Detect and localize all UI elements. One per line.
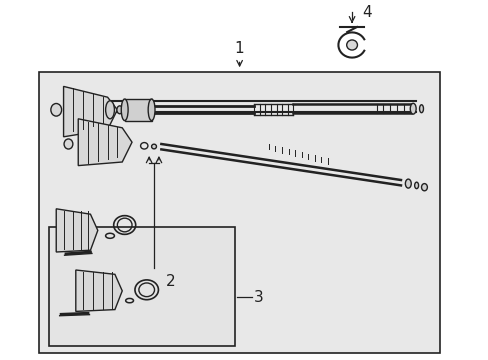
Ellipse shape [151,144,156,149]
Ellipse shape [117,106,122,114]
Text: 4: 4 [361,5,371,20]
Bar [124,99,151,121]
Ellipse shape [51,104,61,116]
Ellipse shape [421,184,427,191]
Bar [49,227,234,346]
Polygon shape [76,270,122,311]
Ellipse shape [121,99,128,121]
Text: 1: 1 [234,41,244,56]
Ellipse shape [346,40,357,50]
Polygon shape [56,209,98,252]
Text: 2: 2 [166,274,176,289]
Ellipse shape [64,139,73,149]
Ellipse shape [414,182,418,189]
Ellipse shape [409,103,415,114]
Bar [39,72,439,353]
Ellipse shape [105,101,114,119]
Ellipse shape [419,105,423,113]
Ellipse shape [148,99,155,121]
Ellipse shape [405,179,410,188]
Text: 3: 3 [254,289,264,305]
Polygon shape [63,86,117,137]
Polygon shape [78,119,132,166]
